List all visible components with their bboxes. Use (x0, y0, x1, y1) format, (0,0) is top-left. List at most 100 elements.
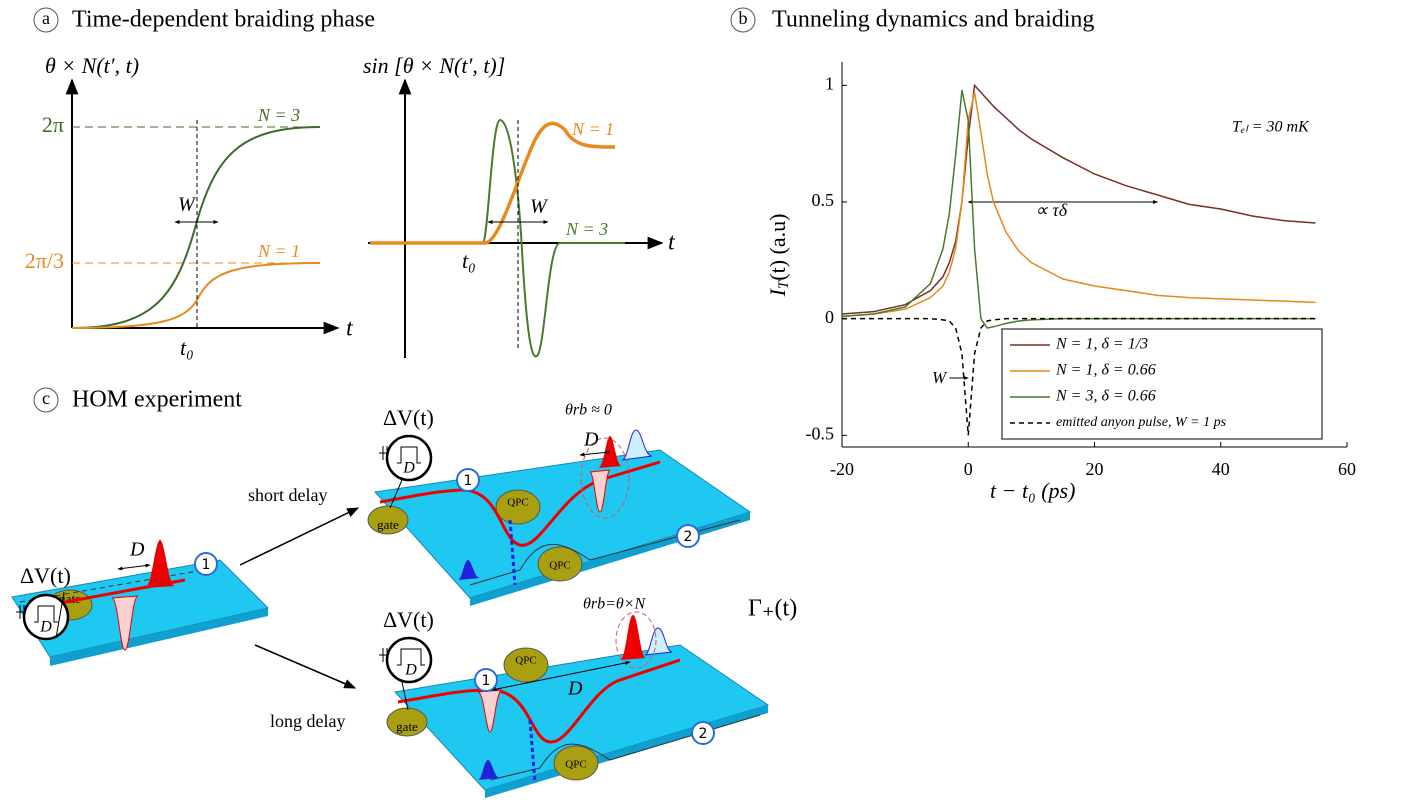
legend-box (1001, 328, 1323, 440)
flow-arrow (254, 644, 357, 689)
gate (386, 707, 428, 737)
wire (401, 681, 409, 711)
port (474, 668, 498, 692)
width-label: W (178, 194, 197, 216)
pulse (620, 615, 646, 660)
x-tick-label: 40 (1212, 459, 1230, 479)
x-axis-label: t − t₀ (ps) (990, 478, 1075, 503)
y-label-subscript: T (776, 279, 792, 289)
switch-symbol (379, 446, 421, 464)
switch-label: D (39, 619, 52, 636)
panel-title: HOM experiment (72, 387, 242, 413)
annotation: ∝ τδ (1035, 200, 1068, 220)
voltage-label: ΔV(t) (383, 405, 434, 430)
x-tick-label: -20 (830, 459, 854, 479)
panel-label: b (739, 8, 748, 28)
wire (389, 479, 403, 509)
case-label: short delay (248, 485, 327, 505)
qpc (495, 489, 541, 525)
series-line (841, 89, 1316, 329)
panel-title: Time-dependent braiding phase (72, 7, 375, 33)
pulse (145, 540, 175, 588)
braid-region (580, 437, 630, 519)
legend-label: emitted anyon pulse, W = 1 ps (1056, 415, 1227, 430)
edge-channel (528, 719, 537, 784)
phase-label: θrb ≈ 0 (565, 402, 612, 419)
curve (71, 262, 321, 329)
pulse (621, 429, 653, 461)
gate-label: gate (396, 719, 418, 734)
curve-label: N = 1 (257, 241, 300, 261)
delay-label: D (567, 678, 583, 700)
port (676, 524, 700, 548)
curve (370, 121, 616, 245)
legend-label: N = 1, δ = 1/3 (1055, 336, 1148, 353)
case-label: long delay (270, 711, 345, 731)
y-label-rest: (t) (a.u) (765, 214, 790, 281)
pulse (644, 627, 673, 656)
t0-label: t₀ (462, 248, 476, 273)
panel-a: a Time-dependent braiding phase θ × N(t′… (25, 7, 676, 361)
axis-label: t (668, 230, 676, 256)
voltage-label: ΔV(t) (383, 607, 434, 632)
port-label: 1 (202, 557, 211, 573)
level-label: 2π/3 (25, 248, 64, 273)
y-tick-label: 0 (825, 307, 834, 327)
panel-title: Tunneling dynamics and braiding (772, 7, 1094, 33)
curve-label: N = 3 (257, 105, 300, 125)
series-line (842, 317, 1316, 436)
braid-region (615, 611, 657, 669)
panel-label: a (42, 8, 50, 28)
pulse (458, 560, 480, 580)
y-axis-label: IT(t) (a.u) (765, 214, 792, 298)
axis-label: t (346, 316, 354, 342)
port (194, 552, 218, 576)
qpc-label: QPC (549, 560, 570, 572)
port (691, 721, 715, 745)
panel-badge (730, 7, 756, 33)
delay-label: D (583, 429, 599, 451)
width-label: W (530, 196, 549, 218)
switch-label: D (404, 662, 417, 679)
port-label: 1 (482, 673, 491, 689)
edge-channel (19, 567, 216, 603)
gate (367, 505, 409, 535)
edge-channel (379, 460, 661, 547)
port-label: 1 (464, 473, 473, 489)
gate-label: gate (377, 517, 399, 532)
qpc (537, 546, 583, 582)
x-tick-label: 20 (1086, 459, 1104, 479)
series-line (841, 92, 1316, 318)
legend-label: N = 1, δ = 0.66 (1055, 362, 1156, 379)
delay-arrow (117, 563, 151, 571)
curve-label: N = 3 (565, 219, 608, 239)
y-tick-label: -0.5 (806, 423, 835, 443)
switch-symbol (16, 605, 58, 623)
sample-edge (50, 608, 268, 666)
port-label: 2 (699, 726, 708, 742)
voltage-label: ΔV(t) (20, 563, 71, 588)
edge-channel (469, 519, 741, 586)
edge-channel (508, 519, 517, 586)
delay-arrow (579, 450, 611, 457)
panel-badge (33, 7, 59, 33)
port (456, 468, 480, 492)
x-tick-label: 0 (964, 459, 973, 479)
edge-channel (489, 714, 761, 781)
y-tick-label: 1 (825, 73, 834, 93)
curve-label: N = 1 (571, 119, 614, 139)
delay-arrow (491, 660, 631, 692)
axis-label: sin [θ × N(t′, t)] (363, 53, 505, 78)
annotation: Tₑₗ = 30 mK (1232, 119, 1310, 136)
annotation: W (932, 368, 948, 387)
pulse (589, 469, 611, 513)
pulse (111, 595, 139, 651)
flow-arrow (239, 507, 360, 566)
qpc (553, 745, 599, 781)
phase-label: θrb=θ×N (583, 596, 647, 613)
panel-b: b Tunneling dynamics and braiding t − t₀… (730, 7, 1310, 503)
current-label: Γ₊(t) (748, 596, 797, 622)
curve (71, 126, 321, 329)
port-label: 2 (684, 529, 693, 545)
